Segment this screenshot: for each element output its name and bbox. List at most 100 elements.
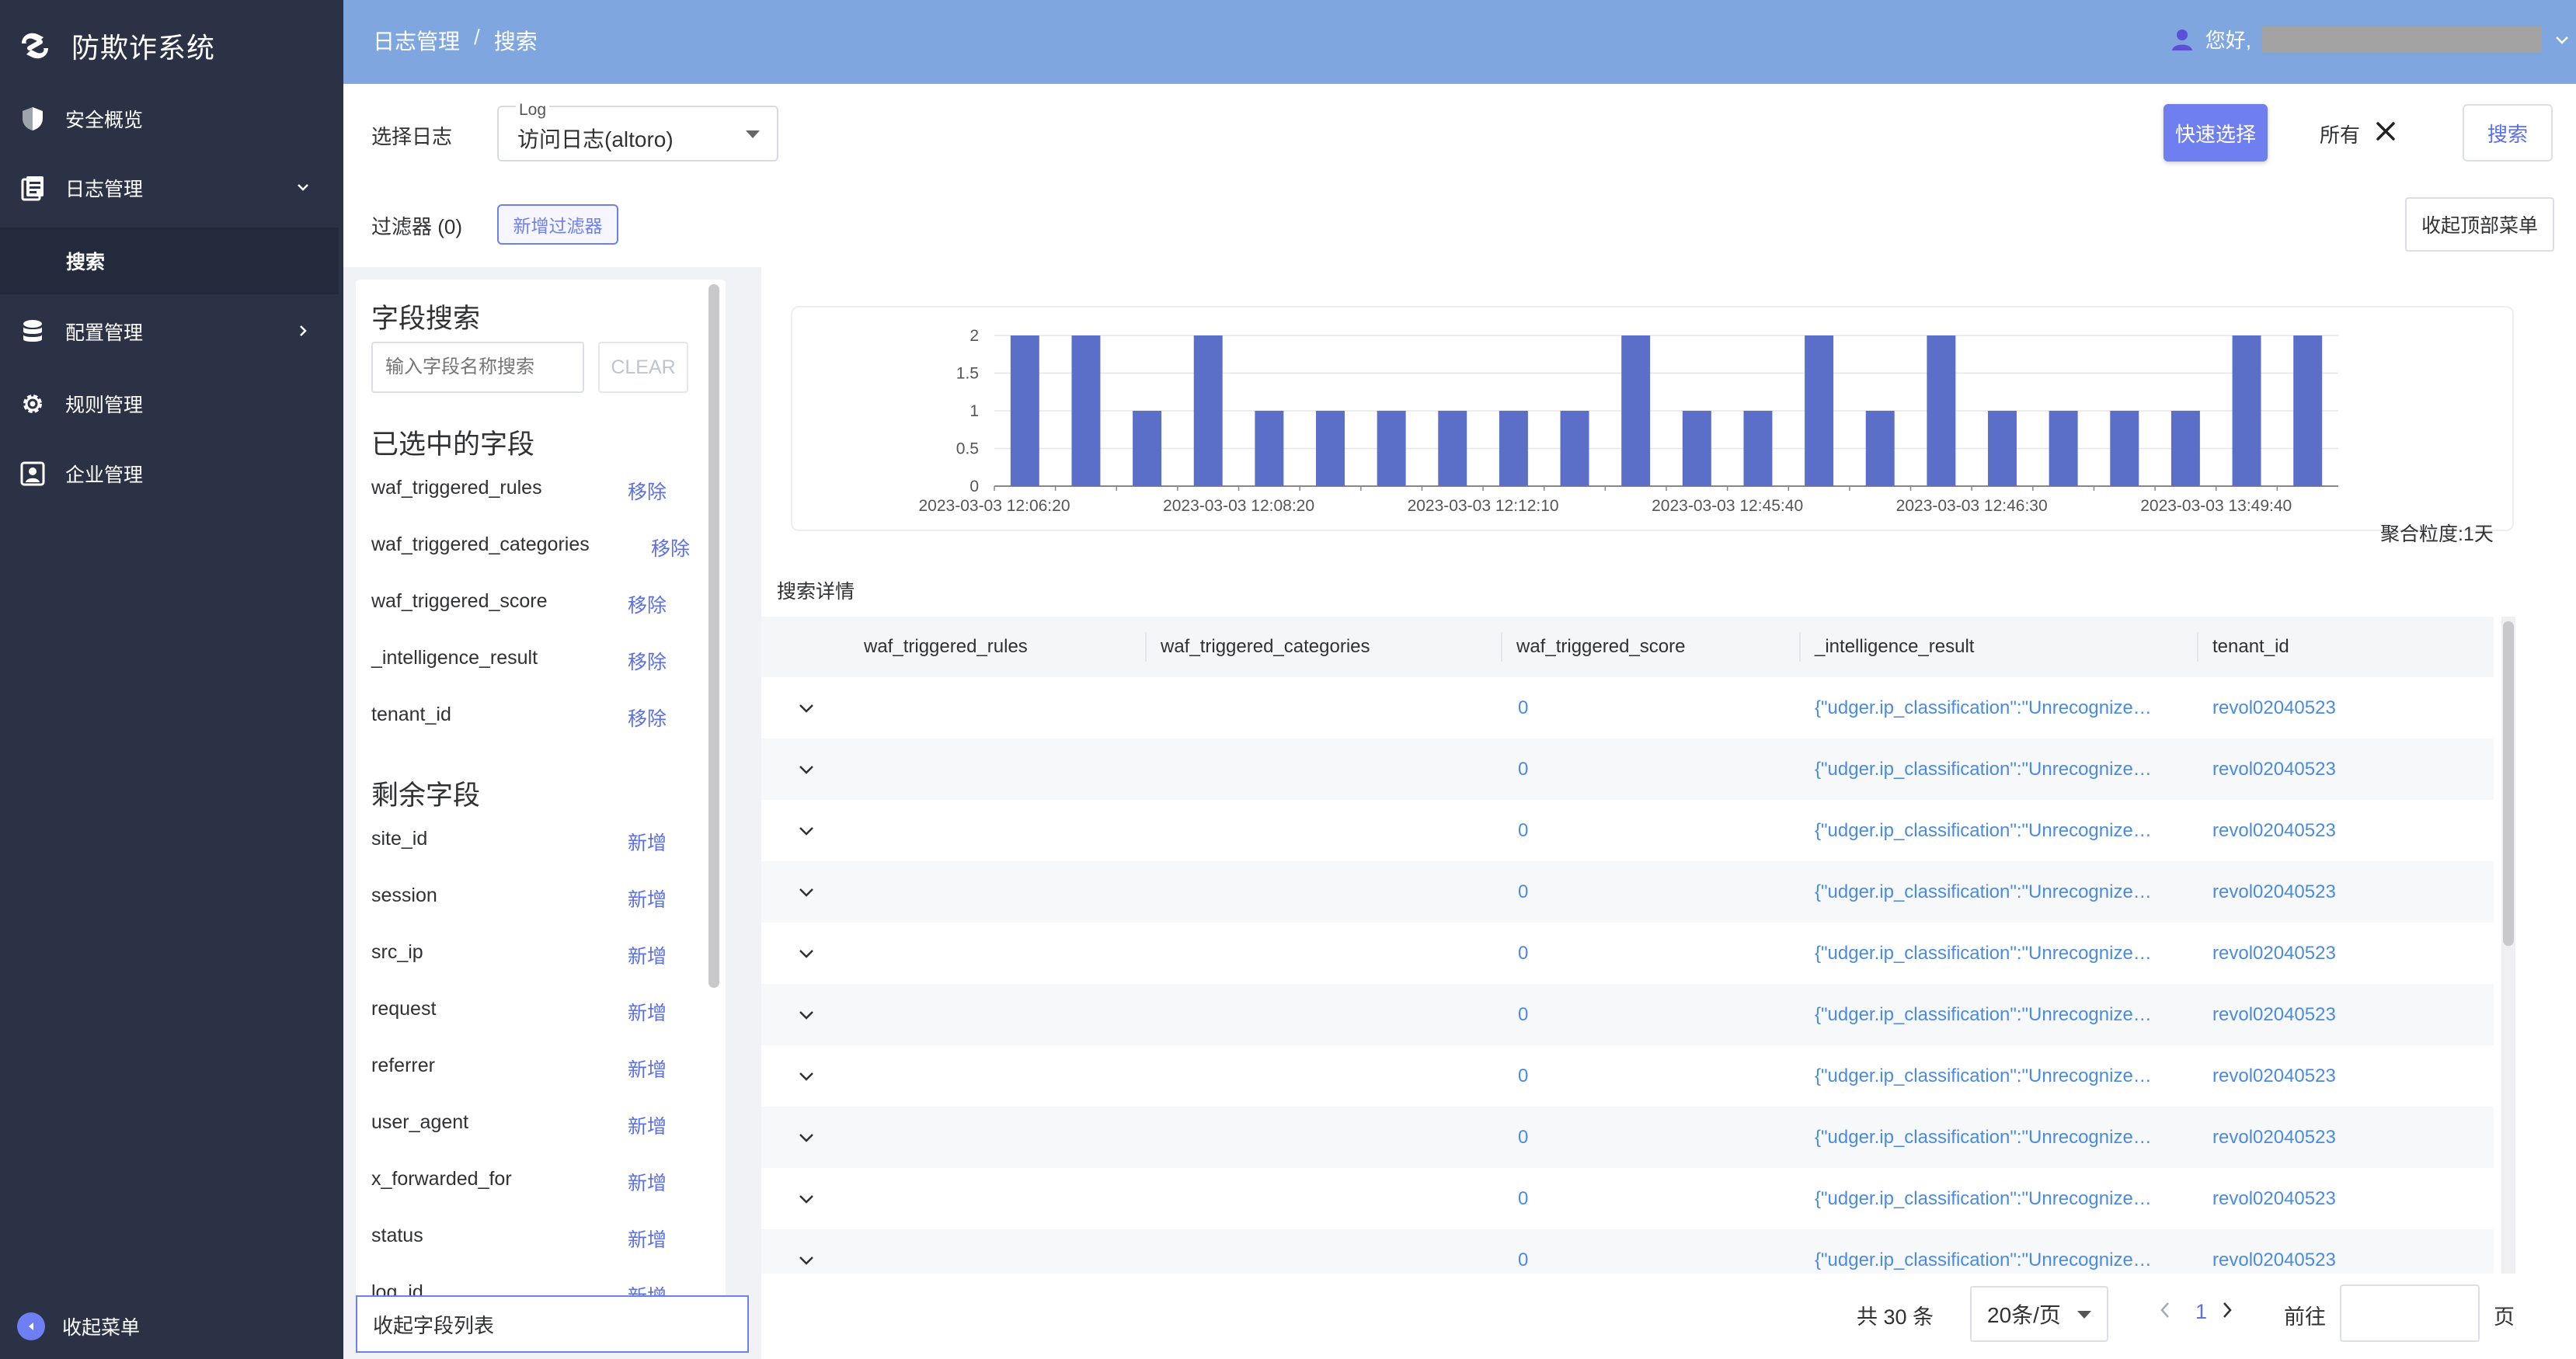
chart-bar[interactable]: [1377, 411, 1406, 486]
cell-intelligence[interactable]: {"udger.ip_classification":"Unrecognize…: [1815, 1250, 2152, 1270]
cell-tenant[interactable]: revol02040523: [2212, 697, 2336, 718]
field-search-input[interactable]: [371, 342, 584, 393]
user-menu[interactable]: 您好,: [2170, 25, 2571, 54]
cell-score[interactable]: 0: [1518, 943, 1529, 964]
remove-field-button[interactable]: 移除: [627, 595, 667, 617]
table-row[interactable]: 0 {"udger.ip_classification":"Unrecognize…: [761, 1045, 2494, 1107]
add-field-button[interactable]: 新增: [627, 946, 667, 968]
cell-score[interactable]: 0: [1518, 820, 1529, 841]
cell-tenant[interactable]: revol02040523: [2212, 1065, 2336, 1086]
chart-bar[interactable]: [2110, 411, 2139, 486]
add-field-button[interactable]: 新增: [627, 1059, 667, 1081]
field-panel-scrollbar[interactable]: [708, 284, 719, 988]
expand-chevron-icon[interactable]: [795, 1065, 817, 1087]
expand-chevron-icon[interactable]: [795, 1127, 817, 1149]
goto-page-input[interactable]: [2340, 1284, 2480, 1342]
sidebar-item-enterprise[interactable]: 企业管理: [0, 439, 339, 509]
current-page[interactable]: 1: [2195, 1300, 2208, 1323]
table-row[interactable]: 0 {"udger.ip_classification":"Unrecognize…: [761, 1107, 2494, 1168]
cell-score[interactable]: 0: [1518, 881, 1529, 902]
cell-intelligence[interactable]: {"udger.ip_classification":"Unrecognize…: [1815, 820, 2152, 841]
cell-intelligence[interactable]: {"udger.ip_classification":"Unrecognize…: [1815, 759, 2152, 780]
cell-intelligence[interactable]: {"udger.ip_classification":"Unrecognize…: [1815, 943, 2152, 964]
expand-chevron-icon[interactable]: [795, 943, 817, 965]
cell-score[interactable]: 0: [1518, 1004, 1529, 1025]
cell-intelligence[interactable]: {"udger.ip_classification":"Unrecognize…: [1815, 881, 2152, 902]
expand-chevron-icon[interactable]: [795, 759, 817, 780]
column-header[interactable]: _intelligence_result: [1815, 636, 1975, 657]
chart-bar[interactable]: [1805, 335, 1834, 486]
add-field-button[interactable]: 新增: [627, 1173, 667, 1194]
chart-bar[interactable]: [1255, 411, 1284, 486]
cell-intelligence[interactable]: {"udger.ip_classification":"Unrecognize…: [1815, 1065, 2152, 1086]
chart-bar[interactable]: [1071, 335, 1101, 486]
quick-select-button[interactable]: 快速选择: [2163, 104, 2268, 162]
table-row[interactable]: 0 {"udger.ip_classification":"Unrecognize…: [761, 1168, 2494, 1229]
sidebar-item-logs[interactable]: 日志管理: [0, 153, 339, 223]
chart-bar[interactable]: [2049, 411, 2078, 486]
cell-intelligence[interactable]: {"udger.ip_classification":"Unrecognize…: [1815, 1188, 2152, 1209]
close-icon[interactable]: [2372, 118, 2399, 144]
chart-bar[interactable]: [1499, 411, 1528, 486]
chart-bar[interactable]: [1682, 411, 1711, 486]
cell-intelligence[interactable]: {"udger.ip_classification":"Unrecognize…: [1815, 1004, 2152, 1025]
breadcrumb-item-logs[interactable]: 日志管理: [373, 30, 461, 54]
add-field-button[interactable]: 新增: [627, 1229, 667, 1251]
expand-chevron-icon[interactable]: [795, 1188, 817, 1210]
expand-chevron-icon[interactable]: [795, 1250, 817, 1271]
table-row[interactable]: 0 {"udger.ip_classification":"Unrecognize…: [761, 677, 2494, 739]
chart-bar[interactable]: [1927, 335, 1956, 486]
chart-bar[interactable]: [1010, 335, 1039, 486]
chart-bar[interactable]: [1193, 335, 1223, 486]
sidebar-item-config[interactable]: 配置管理: [0, 297, 339, 367]
table-row[interactable]: 0 {"udger.ip_classification":"Unrecognize…: [761, 800, 2494, 861]
remove-field-button[interactable]: 移除: [650, 538, 690, 560]
add-field-button[interactable]: 新增: [627, 832, 667, 854]
search-button[interactable]: 搜索: [2463, 104, 2553, 162]
column-header[interactable]: tenant_id: [2212, 636, 2289, 657]
cell-intelligence[interactable]: {"udger.ip_classification":"Unrecognize…: [1815, 1127, 2152, 1148]
cell-score[interactable]: 0: [1518, 1127, 1529, 1148]
add-field-button[interactable]: 新增: [627, 889, 667, 911]
chevron-left-icon[interactable]: [2155, 1298, 2175, 1322]
chart-bar[interactable]: [2232, 335, 2261, 486]
add-filter-button[interactable]: 新增过滤器: [497, 204, 618, 245]
chart-bar[interactable]: [1743, 411, 1773, 486]
cell-score[interactable]: 0: [1518, 1188, 1529, 1209]
table-row[interactable]: 0 {"udger.ip_classification":"Unrecognize…: [761, 861, 2494, 923]
expand-chevron-icon[interactable]: [795, 697, 817, 719]
cell-intelligence[interactable]: {"udger.ip_classification":"Unrecognize…: [1815, 697, 2152, 718]
cell-tenant[interactable]: revol02040523: [2212, 943, 2336, 964]
table-row[interactable]: 0 {"udger.ip_classification":"Unrecognize…: [761, 984, 2494, 1045]
chevron-right-icon[interactable]: [2217, 1298, 2237, 1322]
cell-tenant[interactable]: revol02040523: [2212, 820, 2336, 841]
expand-chevron-icon[interactable]: [795, 820, 817, 842]
sidebar-subitem-search[interactable]: 搜索: [0, 228, 339, 294]
cell-tenant[interactable]: revol02040523: [2212, 1250, 2336, 1270]
cell-score[interactable]: 0: [1518, 1250, 1529, 1270]
chart-bar[interactable]: [1621, 335, 1651, 486]
sidebar-item-rules[interactable]: 规则管理: [0, 369, 339, 439]
remove-field-button[interactable]: 移除: [627, 481, 667, 503]
page-size-select[interactable]: 20条/页: [1970, 1286, 2108, 1342]
column-header[interactable]: waf_triggered_categories: [1161, 636, 1370, 657]
collapse-menu-button[interactable]: 收起菜单: [17, 1312, 140, 1340]
cell-score[interactable]: 0: [1518, 1065, 1529, 1086]
cell-score[interactable]: 0: [1518, 697, 1529, 718]
expand-chevron-icon[interactable]: [795, 881, 817, 903]
add-field-button[interactable]: 新增: [627, 1003, 667, 1024]
chart-bar[interactable]: [1560, 411, 1589, 486]
add-field-button[interactable]: 新增: [627, 1116, 667, 1138]
cell-tenant[interactable]: revol02040523: [2212, 881, 2336, 902]
log-select[interactable]: Log 访问日志(altoro): [497, 101, 778, 162]
table-row[interactable]: 0 {"udger.ip_classification":"Unrecognize…: [761, 923, 2494, 984]
remove-field-button[interactable]: 移除: [627, 652, 667, 673]
scrollbar-thumb[interactable]: [708, 284, 719, 988]
expand-chevron-icon[interactable]: [795, 1004, 817, 1026]
chart-bar[interactable]: [2170, 411, 2200, 486]
table-row[interactable]: 0 {"udger.ip_classification":"Unrecognize…: [761, 739, 2494, 800]
column-header[interactable]: waf_triggered_score: [1516, 636, 1686, 657]
cell-tenant[interactable]: revol02040523: [2212, 759, 2336, 780]
column-header[interactable]: waf_triggered_rules: [864, 636, 1028, 657]
collapse-field-list-button[interactable]: 收起字段列表: [356, 1295, 749, 1353]
